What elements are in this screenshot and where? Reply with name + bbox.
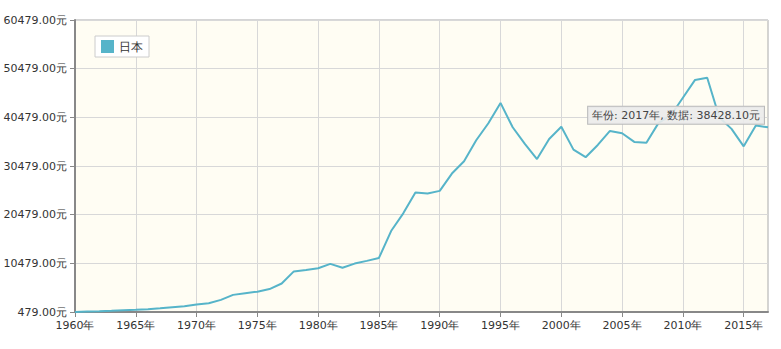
svg-text:1965年: 1965年	[116, 319, 155, 332]
svg-text:1970年: 1970年	[177, 319, 216, 332]
svg-text:日本: 日本	[119, 40, 143, 54]
svg-text:60479.00元: 60479.00元	[4, 14, 68, 27]
svg-text:2015年: 2015年	[724, 319, 763, 332]
svg-text:1985年: 1985年	[359, 319, 398, 332]
svg-text:1975年: 1975年	[238, 319, 277, 332]
svg-text:10479.00元: 10479.00元	[4, 257, 68, 270]
svg-text:50479.00元: 50479.00元	[4, 62, 68, 75]
svg-text:2000年: 2000年	[542, 319, 581, 332]
svg-text:1990年: 1990年	[420, 319, 459, 332]
svg-text:40479.00元: 40479.00元	[4, 111, 68, 124]
svg-text:1995年: 1995年	[481, 319, 520, 332]
svg-text:479.00元: 479.00元	[18, 306, 68, 319]
svg-text:1980年: 1980年	[299, 319, 338, 332]
svg-text:2010年: 2010年	[663, 319, 702, 332]
svg-text:30479.00元: 30479.00元	[4, 160, 68, 173]
svg-text:年份: 2017年, 数据: 38428.10元: 年份: 2017年, 数据: 38428.10元	[592, 109, 760, 122]
svg-text:1960年: 1960年	[56, 319, 95, 332]
svg-text:2005年: 2005年	[603, 319, 642, 332]
svg-text:20479.00元: 20479.00元	[4, 208, 68, 221]
